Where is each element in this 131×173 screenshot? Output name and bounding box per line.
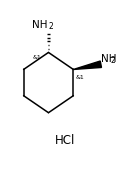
Text: HCl: HCl: [55, 134, 76, 147]
Text: &1: &1: [76, 75, 84, 80]
Text: NH: NH: [32, 20, 47, 30]
Text: NH: NH: [101, 54, 116, 64]
Text: 2: 2: [48, 22, 53, 31]
Text: 2: 2: [111, 56, 115, 65]
Text: &1: &1: [32, 55, 41, 60]
Polygon shape: [73, 61, 102, 70]
